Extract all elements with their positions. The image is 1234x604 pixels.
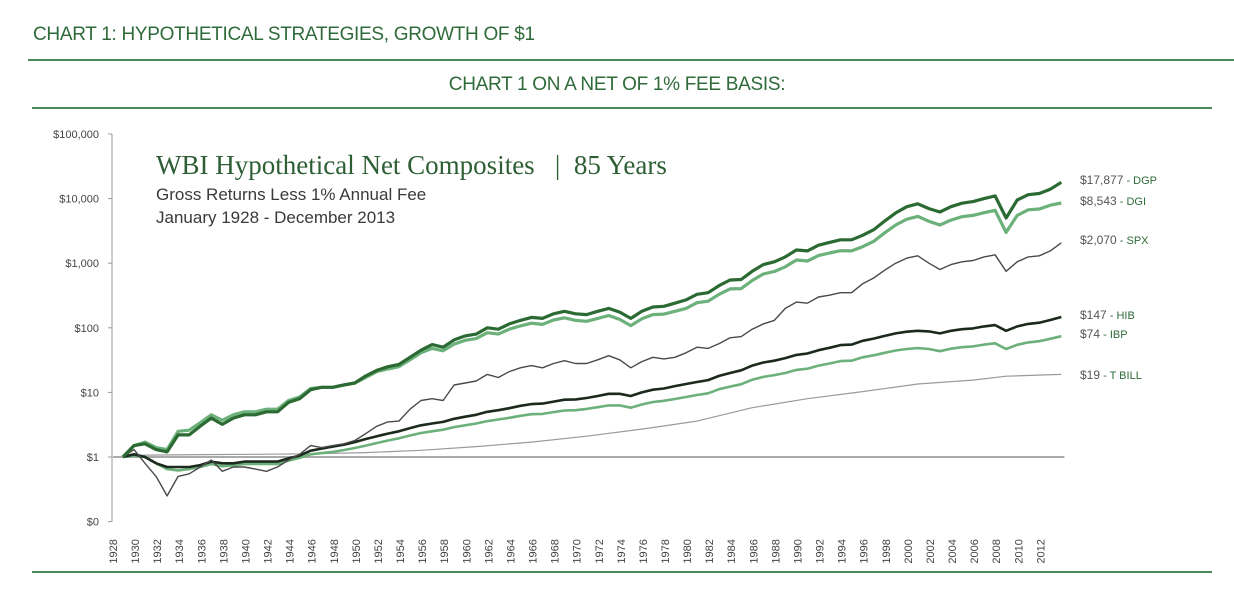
y-tick-label: $1,000 bbox=[65, 258, 99, 270]
series-line-ibp bbox=[122, 334, 1062, 472]
x-tick-label: 1954 bbox=[395, 539, 407, 563]
heading-divider bbox=[32, 107, 1212, 109]
x-tick-label: 1938 bbox=[218, 539, 230, 563]
x-tick-label: 1980 bbox=[682, 539, 694, 563]
y-tick-label: $10 bbox=[81, 387, 99, 399]
series-name: - DGP bbox=[1123, 175, 1158, 187]
end-label-ibp: $74 - IBP bbox=[1080, 327, 1128, 341]
series-code: SPX bbox=[1126, 235, 1149, 247]
x-tick-label: 1996 bbox=[859, 539, 871, 563]
chart-subtitle: Gross Returns Less 1% Annual Fee bbox=[156, 185, 427, 204]
x-tick-label: 1968 bbox=[550, 539, 562, 563]
x-tick-label: 1998 bbox=[881, 539, 893, 563]
x-tick-label: 1930 bbox=[130, 539, 142, 563]
y-tick-label: $0 bbox=[87, 517, 99, 529]
end-label-hib: $147 - HIB bbox=[1080, 308, 1135, 322]
x-tick-label: 1974 bbox=[616, 539, 628, 563]
x-tick-label: 1990 bbox=[792, 539, 804, 563]
end-value: $74 bbox=[1080, 327, 1101, 341]
chart-heading: CHART 1 ON A NET OF 1% FEE BASIS: bbox=[448, 74, 786, 95]
series-line-spx bbox=[122, 242, 1062, 497]
x-tick-label: 1988 bbox=[770, 539, 782, 563]
series-code: IBP bbox=[1109, 329, 1128, 341]
x-tick-label: 1942 bbox=[263, 539, 275, 563]
x-tick-label: 2002 bbox=[925, 539, 937, 563]
end-value: $17,877 bbox=[1080, 173, 1124, 187]
series-code: HIB bbox=[1116, 310, 1135, 322]
x-tick-label: 1978 bbox=[660, 539, 672, 563]
series-line-dgi bbox=[121, 201, 1062, 459]
series-code: T BILL bbox=[1109, 370, 1142, 382]
x-tick-label: 1946 bbox=[307, 539, 319, 563]
x-tick-label: 1992 bbox=[815, 539, 827, 563]
x-tick-label: 2000 bbox=[903, 539, 915, 563]
y-tick-label: $1 bbox=[87, 452, 99, 464]
series-name: - DGI bbox=[1116, 196, 1147, 208]
end-value: $8,543 bbox=[1080, 194, 1117, 208]
end-label-spx: $2,070 - SPX bbox=[1080, 233, 1149, 247]
x-tick-label: 1932 bbox=[152, 539, 164, 563]
x-tick-label: 1972 bbox=[594, 539, 606, 563]
x-tick-label: 1952 bbox=[373, 539, 385, 563]
x-tick-label: 1986 bbox=[748, 539, 760, 563]
x-tick-label: 2010 bbox=[1013, 539, 1025, 563]
end-value: $19 bbox=[1080, 368, 1101, 382]
x-tick-label: 2012 bbox=[1035, 539, 1047, 563]
section-title: CHART 1: HYPOTHETICAL STRATEGIES, GROWTH… bbox=[33, 24, 535, 45]
footer-divider bbox=[32, 571, 1212, 573]
x-tick-label: 1994 bbox=[837, 539, 849, 563]
series-name: - IBP bbox=[1100, 329, 1128, 341]
y-tick-label: $10,000 bbox=[59, 194, 99, 206]
x-tick-label: 1948 bbox=[329, 539, 341, 563]
x-tick-label: 1928 bbox=[108, 539, 120, 563]
end-label-dgi: $8,543 - DGI bbox=[1080, 194, 1146, 208]
end-value: $2,070 bbox=[1080, 233, 1117, 247]
x-tick-label: 1962 bbox=[483, 539, 495, 563]
y-tick-label: $100 bbox=[75, 323, 99, 335]
x-tick-label: 1934 bbox=[174, 539, 186, 563]
x-tick-label: 1958 bbox=[439, 539, 451, 563]
end-label-dgp: $17,877 - DGP bbox=[1080, 173, 1157, 187]
series-line-hib bbox=[122, 315, 1062, 469]
series-name: - T BILL bbox=[1100, 370, 1142, 382]
x-tick-label: 1944 bbox=[285, 539, 297, 563]
x-tick-label: 2006 bbox=[969, 539, 981, 563]
end-value: $147 bbox=[1080, 308, 1107, 322]
x-tick-label: 2004 bbox=[947, 539, 959, 563]
series-line-dgp bbox=[121, 180, 1063, 459]
chart-title: WBI Hypothetical Net Composites | 85 Yea… bbox=[156, 150, 667, 180]
series-name: - SPX bbox=[1116, 235, 1149, 247]
end-label-t-bill: $19 - T BILL bbox=[1080, 368, 1142, 382]
x-tick-label: 1982 bbox=[704, 539, 716, 563]
chart-date-range: January 1928 - December 2013 bbox=[156, 208, 396, 227]
series-name: - HIB bbox=[1106, 310, 1135, 322]
series-code: DGP bbox=[1133, 175, 1158, 187]
header-divider bbox=[28, 59, 1234, 61]
x-tick-label: 1964 bbox=[505, 539, 517, 563]
x-tick-label: 1940 bbox=[240, 539, 252, 563]
x-tick-label: 1984 bbox=[726, 539, 738, 563]
x-tick-label: 1950 bbox=[351, 539, 363, 563]
x-tick-label: 1936 bbox=[196, 539, 208, 563]
x-tick-label: 1966 bbox=[528, 539, 540, 563]
x-tick-label: 1960 bbox=[461, 539, 473, 563]
x-tick-label: 1970 bbox=[572, 539, 584, 563]
x-tick-label: 2008 bbox=[991, 539, 1003, 563]
y-tick-label: $100,000 bbox=[53, 129, 99, 141]
series-code: DGI bbox=[1126, 196, 1147, 208]
x-tick-label: 1956 bbox=[417, 539, 429, 563]
x-tick-label: 1976 bbox=[638, 539, 650, 563]
series-line-t-bill bbox=[122, 373, 1062, 458]
